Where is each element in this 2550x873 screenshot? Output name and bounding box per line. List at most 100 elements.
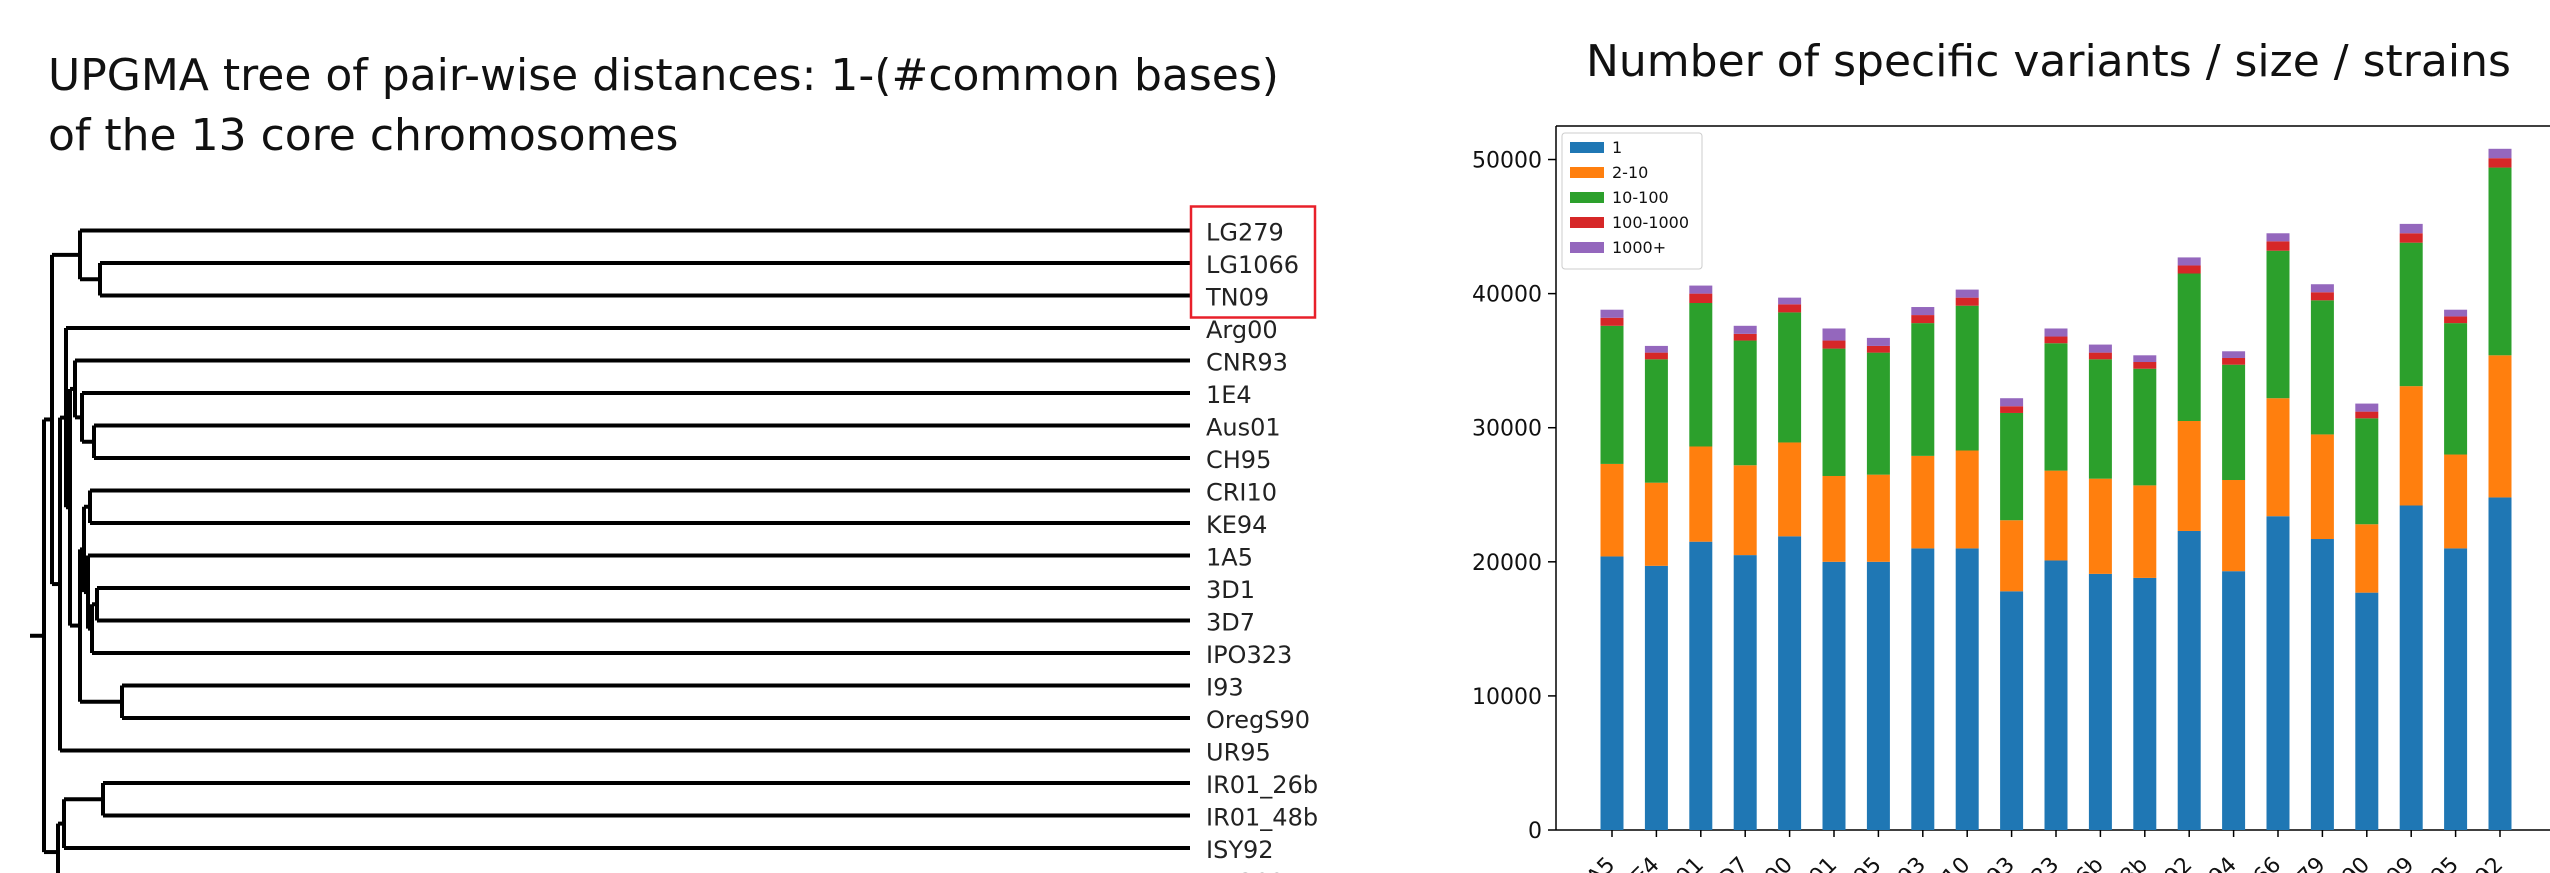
- bar-segment-100-1000: [2088, 352, 2112, 360]
- highlight-box: [1189, 205, 1317, 319]
- x-tick-label: 92: [2471, 853, 2508, 873]
- y-tick-label: 0: [1528, 819, 1542, 844]
- bar-segment-10-100: [2044, 343, 2068, 471]
- bar-segment-2-10: [1822, 475, 1846, 562]
- bar-segment-2-10: [1866, 474, 1890, 562]
- tree-title-line-1: UPGMA tree of pair-wise distances: 1-(#c…: [48, 50, 1279, 101]
- tree-leaf-label: Arg00: [1206, 316, 1278, 344]
- x-tick-label: D7: [1714, 853, 1754, 873]
- x-tick-label: 66: [2249, 853, 2286, 873]
- bar-segment-10-100: [1911, 323, 1935, 456]
- bar-segment-2-10: [2177, 421, 2201, 531]
- bar-segment-1: [1866, 561, 1890, 830]
- bar-segment-1: [2000, 591, 2024, 830]
- bar-segment-10-100: [2310, 300, 2334, 435]
- tree-leaf-label: OregS90: [1206, 706, 1310, 734]
- tree-leaf-label: Aus01: [1206, 414, 1281, 442]
- tree-leaf-label: CNR93: [1206, 349, 1288, 377]
- legend-label: 1: [1612, 138, 1622, 157]
- bar-segment-2-10: [2088, 478, 2112, 574]
- bar-segment-2-10: [1733, 465, 1757, 556]
- bar-segment-100-1000: [2399, 233, 2423, 243]
- bar-segment-10-100: [1644, 359, 1668, 483]
- bar-segment-10-100: [2088, 359, 2112, 479]
- bar-segment-1: [1822, 561, 1846, 830]
- y-tick-label: 10000: [1472, 685, 1542, 710]
- legend-swatch-1000+: [1570, 242, 1604, 253]
- legend-swatch-100-1000: [1570, 217, 1604, 228]
- bar-segment-10-100: [1689, 303, 1713, 447]
- x-tick-label: 01: [1805, 853, 1842, 873]
- bar-segment-1: [2088, 573, 2112, 830]
- bar-segment-1000+: [1778, 297, 1802, 305]
- bar-segment-2-10: [1911, 455, 1935, 549]
- bar-segment-1: [1911, 548, 1935, 830]
- bar-segment-100-1000: [1866, 345, 1890, 353]
- bar-segment-100-1000: [2000, 406, 2024, 413]
- x-tick-label: 09: [2382, 853, 2419, 873]
- bar-segment-1000+: [2044, 328, 2068, 337]
- tree-leaf-label: 3D1: [1206, 576, 1255, 604]
- bar-segment-1000+: [2222, 351, 2246, 358]
- bar-segment-1000+: [1822, 328, 1846, 341]
- bar-segment-1000+: [1866, 337, 1890, 346]
- bar-segment-1000+: [2355, 403, 2379, 412]
- bar-segment-1: [2399, 505, 2423, 830]
- bar-segment-2-10: [1778, 442, 1802, 537]
- bar-segment-10-100: [2222, 364, 2246, 481]
- bar-segment-2-10: [2444, 454, 2468, 549]
- tree-leaf-label: ISY92: [1206, 836, 1274, 864]
- bar-segment-100-1000: [2133, 362, 2157, 369]
- bar-segment-1000+: [2444, 309, 2468, 317]
- bar-segment-10-100: [2177, 273, 2201, 422]
- x-tick-label: 95: [2426, 853, 2463, 873]
- bar-segment-10-100: [1822, 348, 1846, 476]
- bar-segment-1: [2222, 571, 2246, 830]
- bar-segment-2-10: [2399, 386, 2423, 506]
- bar-segment-100-1000: [2222, 357, 2246, 365]
- tree-leaf-label: CH95: [1206, 446, 1271, 474]
- x-tick-label: 94: [2204, 853, 2241, 873]
- chart-title: Number of specific variants / size / str…: [1586, 36, 2511, 87]
- bar-segment-1: [1600, 556, 1624, 830]
- legend-swatch-1: [1570, 142, 1604, 153]
- bar-segment-2-10: [2000, 520, 2024, 592]
- bar-segment-10-100: [2000, 412, 2024, 521]
- bar-segment-100-1000: [1644, 352, 1668, 360]
- legend-swatch-10-100: [1570, 192, 1604, 203]
- x-tick-label: A5: [1582, 853, 1620, 873]
- x-tick-label: 23: [2027, 853, 2064, 873]
- bar-segment-2-10: [2133, 485, 2157, 578]
- bar-segment-100-1000: [1733, 333, 1757, 341]
- bar-segment-2-10: [1689, 446, 1713, 542]
- bar-segment-10-100: [1600, 325, 1624, 464]
- bar-segment-1000+: [1733, 325, 1757, 334]
- chart-panel: Number of specific variants / size / str…: [1330, 0, 2550, 873]
- bar-segment-1000+: [1689, 285, 1713, 294]
- bar-segment-2-10: [2222, 480, 2246, 572]
- bar-segment-1: [1689, 541, 1713, 830]
- x-tick-label: 93: [1982, 853, 2019, 873]
- x-tick-label: 00: [1760, 853, 1797, 873]
- bar-segment-1000+: [2177, 257, 2201, 266]
- bar-segment-1: [1955, 548, 1979, 830]
- tree-leaf-label: LG1066: [1206, 251, 1299, 279]
- legend-swatch-2-10: [1570, 167, 1604, 178]
- x-tick-label: 8b: [2116, 853, 2153, 873]
- x-tick-label: 01: [1672, 853, 1709, 873]
- tree-leaf-label: I93: [1206, 674, 1244, 702]
- bar-segment-10-100: [2399, 242, 2423, 387]
- tree-leaf-label: TN09: [1205, 284, 1269, 312]
- legend-label: 1000+: [1612, 238, 1666, 257]
- tree-leaf-label: IR01_26b: [1206, 771, 1318, 799]
- x-tick-label: 90: [2338, 853, 2375, 873]
- bar-segment-2-10: [2310, 434, 2334, 540]
- tree-leaf-label: KE94: [1206, 511, 1267, 539]
- tree-leaf-label: 1A5: [1206, 544, 1253, 572]
- bar-segment-2-10: [1644, 482, 1668, 566]
- bar-segment-1: [2133, 577, 2157, 830]
- bar-segment-1: [2488, 497, 2512, 830]
- bar-segment-1000+: [1644, 345, 1668, 353]
- legend-label: 100-1000: [1612, 213, 1689, 232]
- bar-segment-1: [2044, 560, 2068, 830]
